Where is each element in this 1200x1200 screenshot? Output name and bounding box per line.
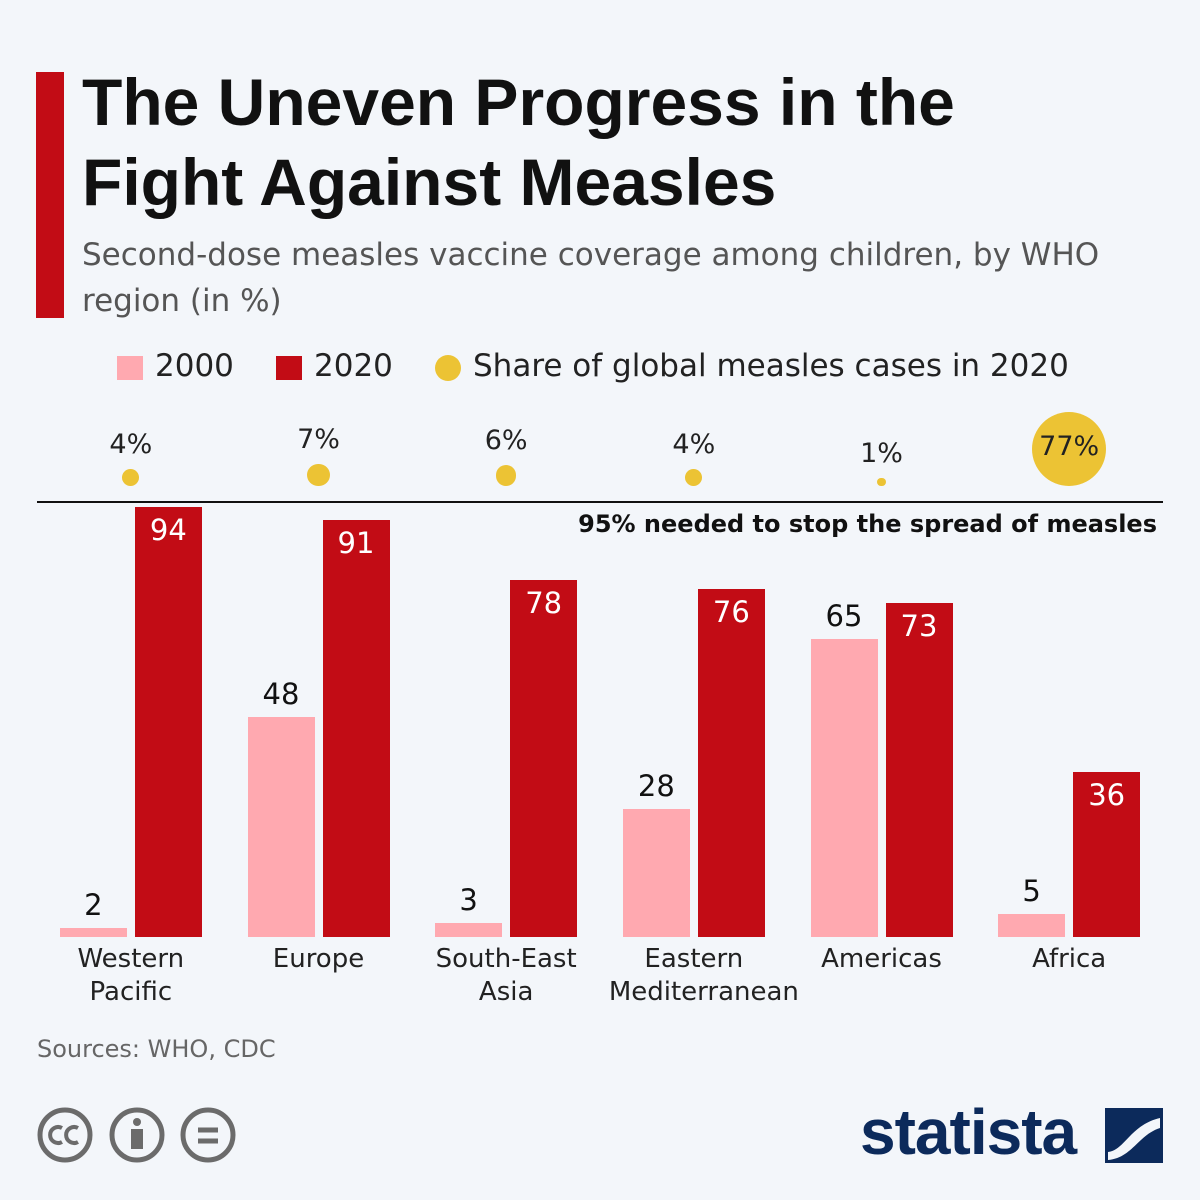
bar-value-label: 91 (337, 526, 375, 561)
legend-swatch (435, 355, 461, 381)
reference-label: 95% needed to stop the spread of measles (578, 510, 1157, 538)
bar (1073, 772, 1141, 937)
bar-value-label: 2 (84, 887, 103, 922)
bubble (877, 477, 886, 486)
bar (134, 506, 202, 937)
bubble (685, 469, 703, 486)
legend-swatch (117, 356, 143, 380)
bar-value-label: 5 (1022, 874, 1041, 909)
bar (322, 520, 390, 937)
bar-value-label: 36 (1088, 778, 1126, 813)
bubble-label: 7% (297, 423, 340, 455)
bar (247, 717, 315, 937)
bar (885, 602, 953, 937)
subtitle: Second-dose measles vaccine coverage amo… (82, 237, 1100, 319)
bar (59, 927, 127, 937)
brand: statista (860, 1096, 1077, 1168)
bubble-label: 4% (672, 429, 716, 461)
bubble (307, 463, 330, 486)
legend-label: Share of global measles cases in 2020 (473, 348, 1069, 384)
bar-value-label: 76 (712, 595, 750, 629)
x-tick-label: South-East Asia (435, 944, 577, 1007)
bar (622, 808, 690, 937)
legend-label: 2000 (155, 348, 234, 384)
legend-swatch (276, 356, 302, 380)
bar (697, 589, 765, 937)
bar (998, 914, 1066, 937)
title: The Uneven Progress in the Fight Against… (82, 65, 955, 219)
x-tick-label: Africa (1032, 944, 1107, 974)
bar (510, 579, 578, 937)
x-tick-label: Europe (272, 944, 365, 974)
bubble (495, 465, 517, 486)
bar-value-label: 94 (149, 512, 187, 547)
bubble (1032, 412, 1107, 486)
source: Sources: WHO, CDC (37, 1035, 276, 1063)
x-tick-label: Western Pacific (77, 944, 185, 1007)
bar-value-label: 28 (637, 768, 675, 803)
bar-value-label: 73 (900, 608, 938, 643)
legend-label: 2020 (314, 348, 393, 384)
reference-line (37, 501, 1163, 503)
bar (810, 639, 878, 937)
bar-value-label: 65 (825, 599, 863, 634)
bar-value-label: 78 (525, 585, 563, 620)
bubble-label: 6% (484, 425, 528, 457)
x-tick-label: Eastern Mediterranean (608, 944, 799, 1007)
x-tick-label: Americas (821, 944, 942, 974)
bubble-label: 4% (109, 429, 153, 461)
bubble (122, 469, 140, 486)
accent-bar (36, 72, 64, 318)
bar (435, 923, 503, 937)
bubble-label: 1% (860, 437, 903, 469)
bar-value-label: 3 (459, 883, 478, 918)
bar-value-label: 48 (262, 677, 300, 712)
bubble-label: 77% (1039, 431, 1100, 462)
